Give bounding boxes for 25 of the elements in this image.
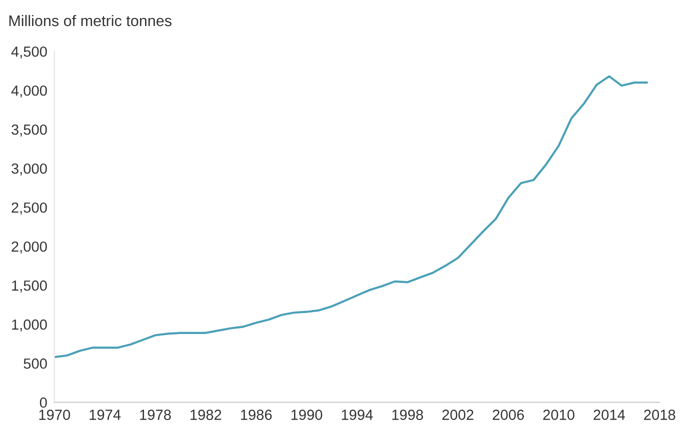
y-tick-label: 0 <box>40 397 47 408</box>
x-tick-label: 1994 <box>342 410 373 420</box>
x-tick-label: 1978 <box>140 410 171 420</box>
x-tick-label: 2018 <box>644 410 676 420</box>
x-tick-label: 1986 <box>241 410 272 420</box>
x-tick-label: 1970 <box>39 410 70 420</box>
y-tick-label: 2,000 <box>12 241 47 254</box>
y-tick-label: 2,500 <box>12 202 47 214</box>
x-tick-label: 1974 <box>90 410 121 420</box>
x-tick-label: 1990 <box>291 410 322 420</box>
x-tick-label: 1998 <box>392 410 424 420</box>
y-tick-label: 500 <box>24 358 47 369</box>
y-tick-label: 3,000 <box>12 163 47 176</box>
x-tick-label: 1982 <box>190 410 222 420</box>
y-tick-label: 1,000 <box>12 319 47 332</box>
y-tick-label: 1,500 <box>12 280 47 292</box>
y-axis-title: Millions of metric tonnes <box>9 14 172 26</box>
x-tick-label: 2014 <box>594 410 625 420</box>
y-tick-label: 3,500 <box>12 124 47 136</box>
line-series <box>54 75 648 358</box>
x-tick-label: 2010 <box>543 410 574 420</box>
y-tick-label: 4,500 <box>11 46 47 59</box>
x-tick-label: 2002 <box>442 410 474 420</box>
y-tick-label: 4,000 <box>11 85 47 98</box>
x-tick-label: 2006 <box>492 410 524 420</box>
